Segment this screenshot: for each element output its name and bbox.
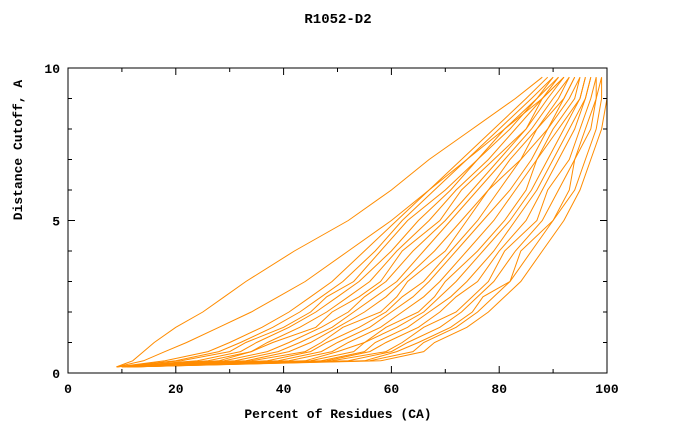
series-line [127,77,586,368]
series-line [121,76,570,368]
series-line [127,77,592,368]
series-line [121,76,565,368]
series-line [116,76,565,368]
x-tick-label: 80 [491,382,507,397]
series-line [132,77,608,368]
x-tick-label: 60 [384,382,400,397]
x-tick-label: 100 [595,382,619,397]
series-line [116,76,559,368]
series-line [132,77,597,368]
series-line [116,76,549,368]
series-line [116,76,543,368]
series-line [127,76,581,368]
series-line [132,77,603,368]
x-axis-label: Percent of Residues (CA) [244,407,431,422]
chart-title: R1052-D2 [304,12,371,28]
series-line [121,76,559,368]
series-line [132,77,597,368]
x-tick-label: 0 [64,382,72,397]
y-tick-label: 5 [52,215,60,230]
plot-area: 0 20 40 60 80 100 0 5 10 [44,62,619,397]
series-line [127,77,592,368]
y-axis-label: Distance Cutoff, A [11,80,26,221]
x-tick-label: 20 [168,382,184,397]
series-line [116,76,554,368]
y-tick-label: 10 [44,62,60,77]
y-tick-label: 0 [52,367,60,382]
series-line [132,77,603,368]
x-tick-label: 40 [276,382,292,397]
series-line [121,76,570,368]
series-line [121,76,565,368]
series-line [121,76,576,368]
series-line [121,76,576,368]
series-line [127,77,581,368]
series-line [127,77,586,368]
series-line [116,76,554,368]
